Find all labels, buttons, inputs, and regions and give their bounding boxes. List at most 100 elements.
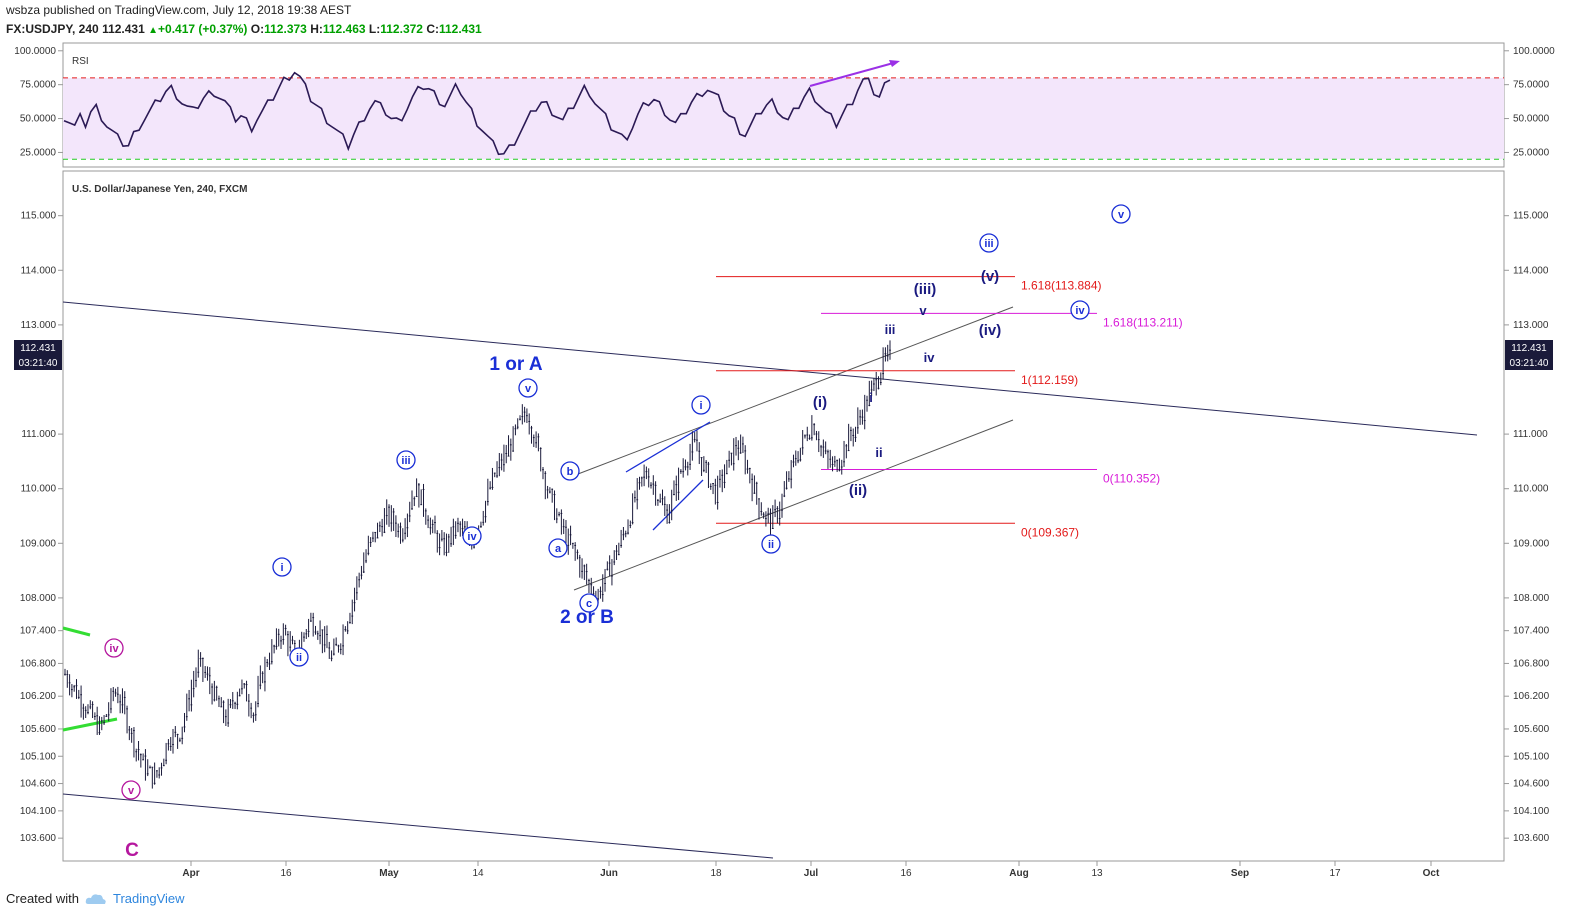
price-tick-label: 106.800 — [1513, 658, 1550, 669]
price-tick-label: 113.000 — [21, 320, 57, 331]
wave-label: iv — [924, 350, 936, 365]
wave-circle-label: c — [586, 598, 592, 610]
wave-circle — [462, 526, 482, 546]
rsi-tick-label: 25.0000 — [20, 147, 57, 158]
arrow-head-icon — [889, 60, 900, 67]
countdown-tag-right-text: 03:21:40 — [1510, 358, 1549, 369]
published-line: wsbza published on TradingView.com, July… — [6, 3, 352, 17]
upper-wedge-line — [577, 306, 1014, 475]
wave-circle — [691, 395, 711, 415]
wave-label: iii — [885, 322, 896, 337]
countdown-tag-left — [14, 355, 62, 370]
fib-level-label: 1.618(113.211) — [1103, 315, 1183, 329]
price-tick-label: 111.000 — [1513, 429, 1548, 440]
price-tick-label: 104.100 — [1513, 806, 1550, 817]
low-value: 112.372 — [380, 22, 423, 36]
close-value: 112.431 — [438, 22, 482, 36]
wave-label: 2 or B — [560, 607, 614, 628]
wave-circle-label: v — [128, 785, 135, 797]
x-tick-label: 14 — [472, 868, 484, 879]
price-title: U.S. Dollar/Japanese Yen, 240, FXCM — [72, 184, 247, 195]
wave-circle — [104, 638, 124, 658]
wave-circle — [761, 534, 781, 554]
x-tick-label: Jul — [804, 868, 819, 879]
elliott-wave-labels: 1 or A2 or BCivviiiiiiivvabciiiiiiivv(i)… — [104, 204, 1131, 861]
fib-level-label: 1(112.159) — [1021, 373, 1078, 387]
tradingview-brand[interactable]: TradingView — [112, 891, 185, 906]
wave-circle-label: ii — [296, 652, 302, 664]
rsi-y-axis: 100.0000 100.0000 75.0000 75.0000 50.0000 50.… — [14, 46, 1555, 159]
price-tick-label: 115.000 — [1513, 211, 1549, 222]
high-label: H: — [310, 22, 323, 36]
wave-label: (iii) — [914, 281, 937, 298]
price-tick-label: 114.000 — [21, 265, 57, 276]
price-tick-label: 105.100 — [1513, 751, 1550, 762]
wave-circle-label: iv — [109, 643, 119, 655]
wave-circle-label: b — [567, 466, 574, 478]
wave-circle-label: v — [525, 383, 532, 395]
wave-label: (i) — [813, 394, 827, 411]
wave-circle — [1111, 204, 1131, 224]
symbol-name: FX:USDJPY, 240 — [6, 22, 99, 36]
rsi-title: RSI — [72, 56, 89, 67]
upper-channel-line — [62, 301, 1478, 436]
price-tick-label: 106.200 — [1513, 691, 1550, 702]
rsi-tick-label: 50.0000 — [20, 114, 57, 125]
rsi-tick-label: 50.0000 — [1513, 114, 1550, 125]
triangle-up-icon: ▲ — [148, 25, 159, 36]
wave-circle — [396, 450, 416, 470]
price-y-axis: 115.000 115.000 114.000 114.000 113.000 113.0… — [20, 211, 1550, 844]
price-tick-label: 105.100 — [20, 751, 57, 762]
countdown-tag-right — [1505, 355, 1553, 370]
x-tick-label: 18 — [710, 868, 722, 879]
wave-circle — [518, 378, 538, 398]
last-price: 112.431 — [102, 22, 145, 36]
diagonal-upper-line — [625, 421, 711, 473]
wave-circle-label: i — [699, 400, 702, 412]
candlestick-series — [64, 340, 891, 789]
created-with-text: Created with — [6, 891, 79, 906]
wave-label: C — [125, 840, 139, 861]
price-tick-label: 107.400 — [1513, 626, 1550, 637]
wave-circle-label: i — [280, 562, 283, 574]
x-tick-label: Jun — [600, 868, 618, 879]
open-value: 112.373 — [264, 22, 307, 36]
wave-label: (v) — [981, 268, 999, 285]
rsi-tick-label: 75.0000 — [20, 80, 57, 91]
last-price-tag-right — [1505, 340, 1553, 355]
wave-circle — [289, 647, 309, 667]
wave-circle-label: iii — [984, 238, 993, 250]
last-price-tag-left-text: 112.431 — [20, 343, 56, 354]
price-change: +0.417 (+0.37%) — [158, 22, 248, 36]
green-trend-lower — [62, 717, 118, 732]
x-tick-label: 16 — [280, 868, 292, 879]
wave-circle — [272, 557, 292, 577]
diagonal-lower-line — [652, 479, 704, 531]
x-tick-label: 13 — [1091, 868, 1103, 879]
price-tick-label: 107.400 — [20, 626, 57, 637]
symbol-line: FX:USDJPY, 240 112.431 ▲+0.417 (+0.37%) … — [6, 22, 482, 36]
price-tick-label: 111.000 — [21, 429, 56, 440]
x-tick-label: May — [379, 868, 399, 879]
footer: Created with TradingView — [6, 891, 185, 906]
wave-circle — [121, 780, 141, 800]
last-price-tag-right-text: 112.431 — [1511, 343, 1547, 354]
price-tick-label: 104.600 — [1513, 779, 1550, 790]
rsi-tick-label: 25.0000 — [1513, 147, 1550, 158]
price-tick-label: 115.000 — [21, 211, 57, 222]
wave-circle-label: iv — [467, 531, 477, 543]
lower-channel-line — [62, 793, 774, 859]
x-tick-label: Apr — [182, 868, 199, 879]
wave-circle — [548, 538, 568, 558]
price-pane-frame — [62, 170, 1505, 862]
price-tick-label: 103.600 — [1513, 833, 1550, 844]
wave-circle — [579, 593, 599, 613]
price-tick-label: 110.000 — [21, 484, 57, 495]
tradingview-cloud-icon — [85, 893, 106, 904]
low-label: L: — [368, 22, 381, 36]
fib-level-label: 0(109.367) — [1021, 525, 1079, 539]
rsi-tick-label: 100.0000 — [14, 46, 56, 57]
rsi-tick-label: 100.0000 — [1513, 46, 1555, 57]
wave-label: v — [919, 303, 927, 318]
